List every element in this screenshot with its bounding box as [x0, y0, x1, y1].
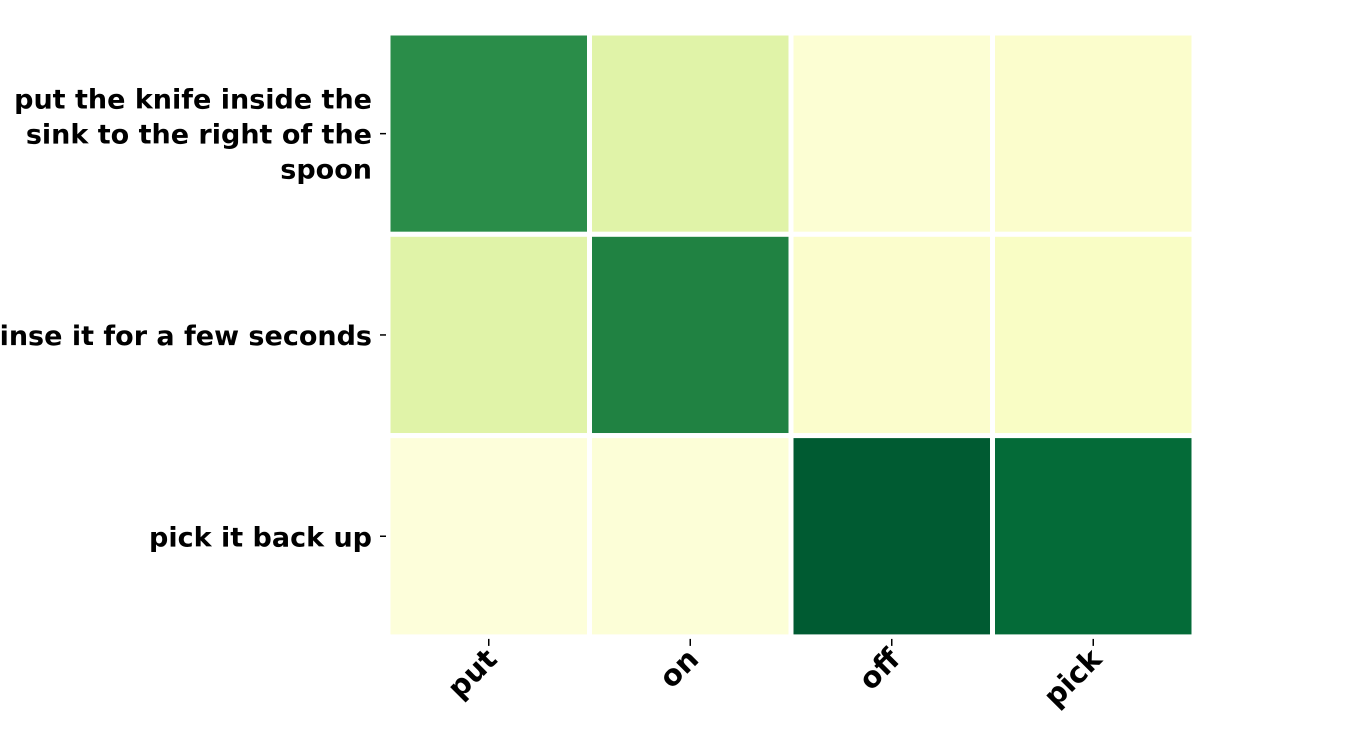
- heatmap-cell-r1-c0: [385, 231, 592, 439]
- x-tick-label-3: pick: [1037, 641, 1109, 713]
- heatmap-cell-r0-c1: [587, 30, 794, 237]
- heatmap-cell-r2-c1: [587, 433, 794, 640]
- x-tick-label-2: off: [852, 641, 907, 696]
- y-tick-label-2: pick it back up: [149, 522, 372, 553]
- heatmap-cell-r2-c0: [385, 433, 592, 640]
- x-tick-label-1: on: [652, 642, 705, 695]
- heatmap-cell-r1-c2: [788, 231, 995, 439]
- y-tick-label-line: sink to the right of the: [26, 120, 372, 151]
- heatmap-cells: [385, 30, 1197, 640]
- y-tick-label-line: rinse it for a few seconds: [0, 321, 372, 352]
- heatmap-cell-r1-c1: [587, 231, 794, 439]
- y-tick-label-line: spoon: [280, 155, 372, 186]
- heatmap-cell-r1-c3: [990, 231, 1197, 439]
- heatmap-cell-r0-c0: [385, 30, 592, 237]
- heatmap-cell-r0-c3: [990, 30, 1197, 237]
- x-tick-label-0: put: [441, 642, 504, 705]
- heatmap-cell-r2-c2: [788, 433, 995, 640]
- y-tick-label-0: put the knife inside the sink to the righ…: [14, 85, 372, 186]
- y-axis: put the knife inside the sink to the righ…: [0, 85, 386, 553]
- x-axis: put on off pick: [441, 638, 1109, 713]
- y-tick-label-1: rinse it for a few seconds: [0, 321, 372, 352]
- heatmap-cell-r2-c3: [990, 433, 1197, 640]
- y-tick-label-line: pick it back up: [149, 522, 372, 553]
- heatmap-cell-r0-c2: [788, 30, 995, 237]
- y-tick-label-line: put the knife inside the: [14, 85, 372, 116]
